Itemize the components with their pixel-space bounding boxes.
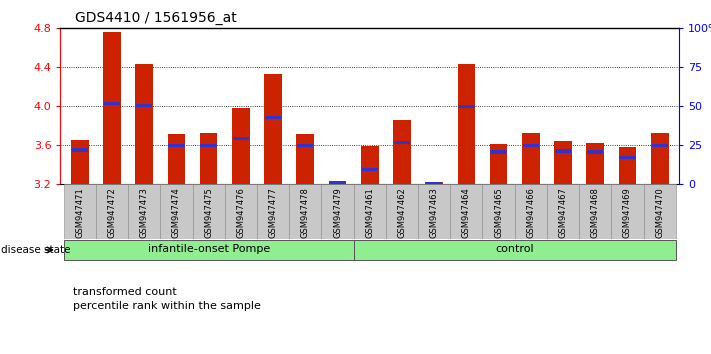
Bar	[232, 137, 249, 140]
Text: GSM947474: GSM947474	[172, 187, 181, 238]
Text: GSM947477: GSM947477	[269, 187, 277, 238]
Bar	[587, 143, 604, 184]
Bar	[483, 184, 515, 239]
Bar	[169, 144, 185, 147]
Bar	[193, 184, 225, 239]
Text: GSM947471: GSM947471	[75, 187, 85, 238]
Text: transformed count: transformed count	[73, 287, 177, 297]
Bar	[232, 108, 250, 184]
Text: GSM947462: GSM947462	[397, 187, 407, 238]
Bar	[328, 181, 346, 184]
Text: GSM947463: GSM947463	[429, 187, 439, 238]
Bar	[554, 141, 572, 184]
Bar	[200, 133, 218, 184]
Bar	[490, 144, 508, 184]
Text: GSM947472: GSM947472	[107, 187, 117, 238]
Bar	[361, 146, 378, 184]
Text: GSM947467: GSM947467	[559, 187, 567, 238]
Text: GSM947473: GSM947473	[139, 187, 149, 238]
Bar	[321, 184, 353, 239]
Text: GSM947465: GSM947465	[494, 187, 503, 238]
Bar	[296, 135, 314, 184]
Bar	[264, 74, 282, 184]
Bar	[362, 168, 378, 171]
Bar	[128, 184, 160, 239]
Bar	[523, 144, 539, 147]
Bar	[71, 140, 89, 184]
Bar	[587, 150, 604, 154]
Text: GSM947461: GSM947461	[365, 187, 374, 238]
Bar	[72, 148, 88, 152]
Bar	[201, 144, 217, 147]
Text: GSM947470: GSM947470	[655, 187, 664, 238]
Text: GSM947479: GSM947479	[333, 187, 342, 238]
Bar	[353, 240, 675, 260]
Bar	[555, 149, 571, 153]
Text: GSM947466: GSM947466	[526, 187, 535, 238]
Bar	[353, 184, 386, 239]
Bar	[104, 102, 120, 105]
Text: disease state: disease state	[1, 245, 70, 255]
Bar	[426, 182, 442, 185]
Text: GSM947464: GSM947464	[462, 187, 471, 238]
Bar	[458, 105, 474, 108]
Bar	[491, 150, 507, 154]
Text: GSM947478: GSM947478	[301, 187, 310, 238]
Bar	[257, 184, 289, 239]
Bar	[168, 135, 186, 184]
Bar	[297, 144, 314, 147]
Bar	[289, 184, 321, 239]
Bar	[547, 184, 579, 239]
Text: GSM947476: GSM947476	[236, 187, 245, 238]
Text: GSM947468: GSM947468	[591, 187, 600, 238]
Text: GDS4410 / 1561956_at: GDS4410 / 1561956_at	[75, 11, 236, 25]
Bar	[96, 184, 128, 239]
Bar	[265, 116, 282, 119]
Bar	[457, 64, 475, 184]
Bar	[135, 64, 153, 184]
Bar	[64, 184, 96, 239]
Bar	[225, 184, 257, 239]
Bar	[651, 144, 668, 147]
Bar	[579, 184, 611, 239]
Bar	[619, 156, 636, 159]
Text: control: control	[496, 245, 534, 255]
Text: GSM947475: GSM947475	[204, 187, 213, 238]
Bar	[418, 184, 450, 239]
Text: infantile-onset Pompe: infantile-onset Pompe	[147, 245, 269, 255]
Bar	[386, 184, 418, 239]
Bar	[64, 240, 353, 260]
Bar	[450, 184, 483, 239]
Bar	[651, 133, 668, 184]
Bar	[425, 182, 443, 184]
Bar	[522, 133, 540, 184]
Bar	[394, 141, 410, 144]
Bar	[619, 147, 636, 184]
Bar	[160, 184, 193, 239]
Bar	[611, 184, 643, 239]
Bar	[393, 120, 411, 184]
Bar	[515, 184, 547, 239]
Bar	[136, 104, 152, 107]
Bar	[329, 181, 346, 184]
Bar	[643, 184, 675, 239]
Text: percentile rank within the sample: percentile rank within the sample	[73, 301, 261, 311]
Text: GSM947469: GSM947469	[623, 187, 632, 238]
Bar	[103, 32, 121, 184]
